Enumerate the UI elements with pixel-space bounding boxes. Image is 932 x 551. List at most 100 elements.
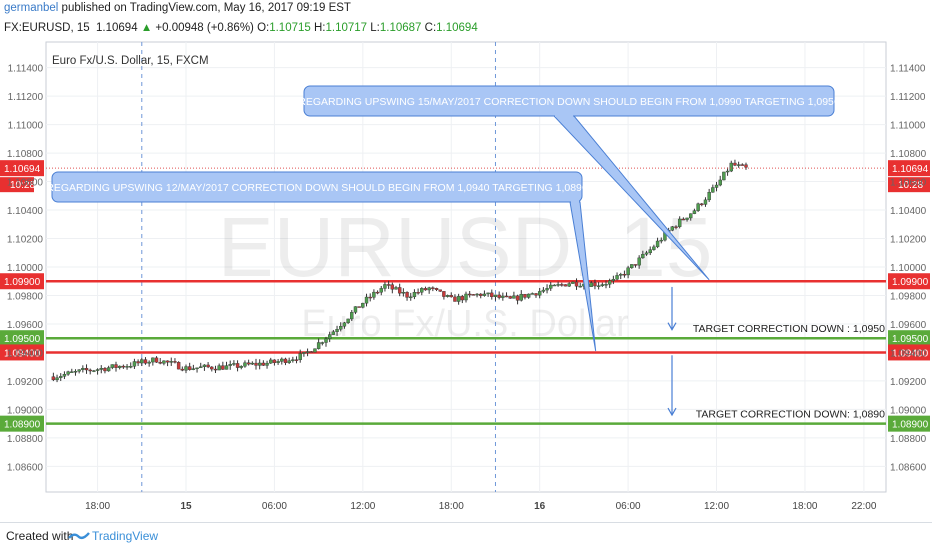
y-tick-left: 1.10000 — [7, 263, 44, 274]
y-tick-left: 1.10600 — [7, 178, 44, 189]
y-tick-left: 1.09000 — [7, 405, 44, 416]
watermark-symbol: EURUSD, 15 — [218, 200, 713, 294]
y-tick-left: 1.08800 — [7, 434, 44, 445]
candle-body — [456, 296, 461, 302]
session-separators — [141, 42, 496, 492]
candle-body — [232, 363, 236, 365]
candle-body — [246, 362, 251, 365]
annotations: REGARDING UPSWING 15/MAY/2017 CORRECTION… — [46, 85, 885, 421]
publish-line: germanbel published on TradingView.com, … — [4, 2, 351, 14]
candle-body — [412, 292, 417, 298]
candle-body — [401, 292, 406, 294]
candle-body — [261, 362, 266, 366]
candle-body — [526, 293, 531, 298]
created-with: Created with — [6, 529, 74, 543]
price-tag-left — [0, 160, 44, 177]
level-tag-right — [888, 344, 930, 361]
y-tick-left: 1.11000 — [8, 121, 44, 132]
level-label-left: 1.09400 — [4, 348, 41, 359]
author-link[interactable]: germanbel — [4, 2, 59, 14]
candle-body — [567, 283, 571, 287]
last-price: 1.10694 — [96, 22, 138, 34]
candle-body — [615, 275, 619, 280]
candle-body — [589, 282, 593, 287]
candle-body — [700, 203, 704, 206]
candle-body — [714, 184, 719, 188]
candle-body — [51, 376, 56, 381]
candle-body — [593, 282, 597, 287]
candle-body — [438, 289, 442, 292]
candle-body — [560, 284, 564, 286]
close-value: 1.10694 — [436, 22, 478, 34]
low-value: 1.10687 — [379, 22, 422, 34]
candle-body — [257, 362, 262, 366]
y-tick-right: 1.09200 — [890, 377, 927, 388]
candle-body — [659, 239, 663, 242]
candle-body — [291, 359, 295, 361]
y-tick-left: 1.11200 — [8, 92, 44, 103]
candle-body — [718, 179, 722, 186]
candle-body — [110, 364, 115, 368]
candle-body — [722, 171, 726, 181]
x-tick: 18:00 — [792, 501, 817, 512]
candle-body — [162, 360, 166, 364]
candle-body — [431, 287, 435, 289]
y-tick-left: 1.10400 — [7, 206, 44, 217]
candle-body — [464, 293, 468, 301]
y-tick-right: 1.09600 — [890, 320, 927, 331]
candle-body — [423, 288, 428, 291]
countdown-tag-right — [888, 177, 930, 193]
candle-body — [648, 249, 652, 254]
chart-legend: Euro Fx/U.S. Dollar, 15, FXCM — [52, 55, 209, 67]
candle-body — [445, 295, 450, 297]
candle-body — [364, 296, 369, 304]
level-label-left: 1.09900 — [4, 277, 41, 288]
candle-body — [136, 361, 140, 364]
price-chart[interactable]: EURUSD, 15 Euro Fx/U.S. Dollar 1.09900 1.… — [0, 0, 932, 522]
candle-body — [390, 284, 395, 290]
x-tick: 22:00 — [851, 501, 876, 512]
candle-body — [276, 361, 280, 363]
candle-body — [169, 361, 173, 363]
candle-body — [217, 365, 221, 371]
change: +0.00948 (+0.86%) — [155, 22, 254, 34]
candle-body — [604, 284, 608, 286]
candle-body — [449, 295, 453, 298]
y-tick-left: 1.09800 — [7, 291, 44, 302]
candle-body — [302, 352, 306, 354]
candle-body — [375, 291, 380, 294]
y-tick-left: 1.10200 — [7, 235, 44, 246]
level-tag-right — [888, 273, 930, 290]
candle-body — [420, 288, 424, 293]
x-tick: 18:00 — [85, 501, 110, 512]
candle-body — [482, 293, 487, 296]
candle-body — [475, 293, 479, 296]
callout-box — [51, 171, 583, 203]
candle-body — [106, 367, 111, 372]
open-value: 1.10715 — [269, 22, 311, 34]
target-arrow-head — [667, 407, 677, 417]
candle-body — [571, 281, 575, 284]
candle-body — [294, 359, 299, 361]
up-arrow-icon: ▲ — [140, 22, 153, 34]
grid — [45, 41, 887, 493]
tradingview-brand[interactable]: TradingView — [92, 529, 159, 543]
candle-body — [103, 368, 107, 372]
target-label: TARGET CORRECTION DOWN: 1,0890 — [696, 409, 885, 421]
level-tag-left — [0, 273, 44, 290]
candle-body — [180, 368, 185, 371]
symbol: FX:EURUSD, 15 — [4, 22, 90, 34]
candle-body — [707, 192, 711, 201]
candle-body — [508, 296, 512, 299]
candle-body — [711, 187, 715, 193]
candle-body — [740, 164, 745, 166]
candle-body — [132, 361, 137, 367]
candle-body — [66, 371, 70, 375]
candle-body — [228, 364, 232, 366]
candle-body — [486, 292, 490, 295]
candle-body — [563, 284, 568, 287]
candle-body — [479, 293, 483, 296]
candle-body — [77, 369, 81, 372]
candle-body — [59, 376, 63, 378]
price-levels: 1.09900 1.09900 1.09500 1.09500 1.09400 1.094… — [0, 273, 930, 432]
